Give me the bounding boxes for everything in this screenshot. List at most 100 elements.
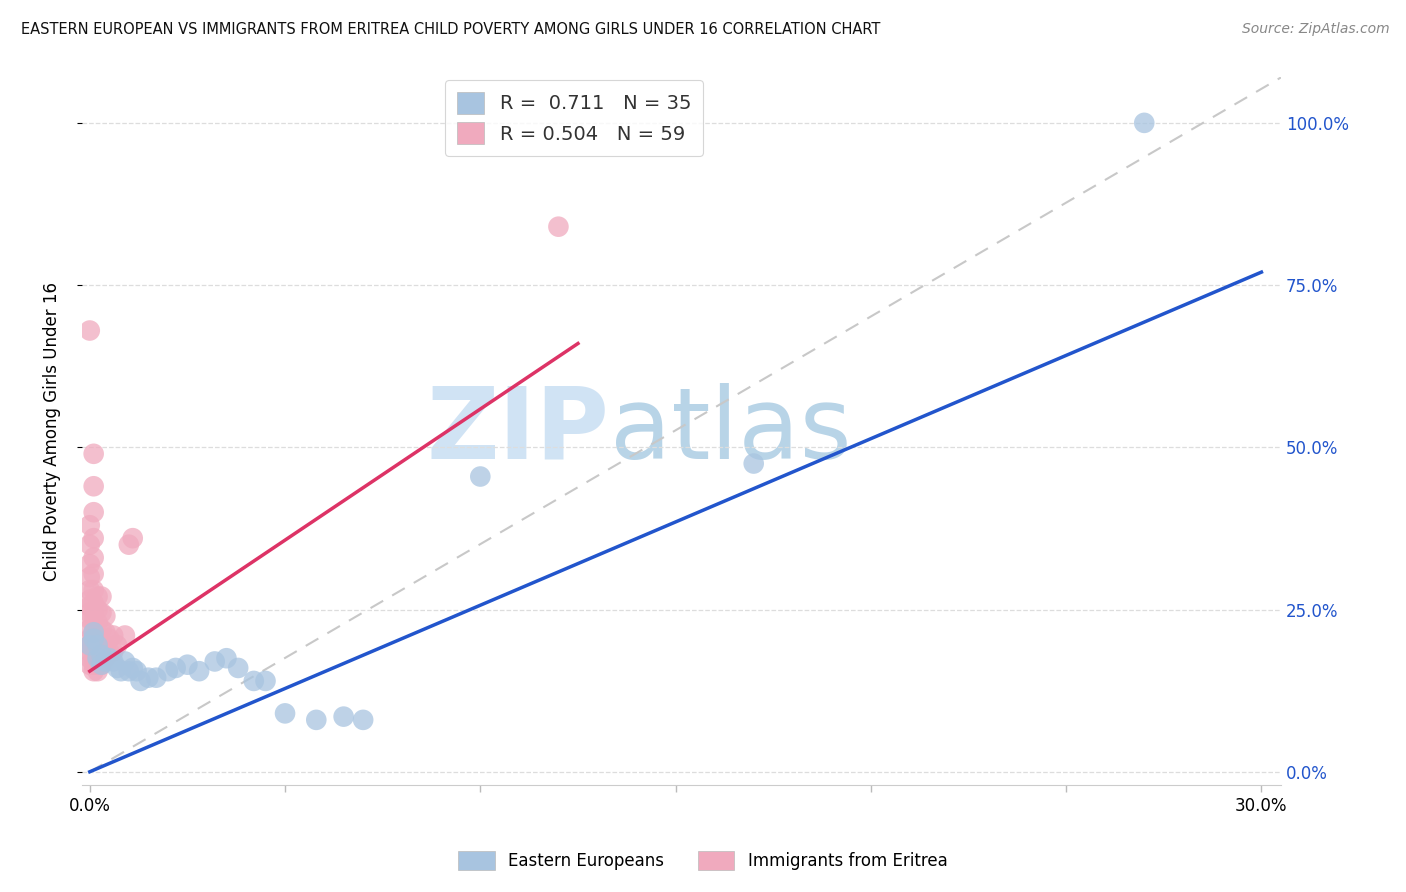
Point	[83, 447, 105, 461]
Point	[742, 457, 765, 471]
Point	[83, 664, 105, 678]
Point	[94, 625, 117, 640]
Point	[79, 606, 101, 620]
Point	[83, 632, 105, 646]
Point	[547, 219, 569, 234]
Point	[90, 606, 112, 620]
Point	[79, 638, 101, 652]
Point	[90, 648, 112, 662]
Point	[118, 538, 141, 552]
Point	[79, 538, 101, 552]
Point	[105, 638, 128, 652]
Point	[90, 635, 112, 649]
Point	[83, 531, 105, 545]
Point	[118, 664, 141, 678]
Point	[79, 632, 101, 646]
Text: ZIP: ZIP	[426, 383, 610, 480]
Point	[121, 531, 143, 545]
Point	[105, 661, 128, 675]
Point	[125, 664, 148, 678]
Point	[90, 622, 112, 636]
Point	[145, 671, 167, 685]
Point	[138, 671, 160, 685]
Point	[79, 638, 101, 652]
Point	[90, 648, 112, 662]
Text: atlas: atlas	[610, 383, 851, 480]
Point	[79, 657, 101, 672]
Legend: R =  0.711   N = 35, R = 0.504   N = 59: R = 0.711 N = 35, R = 0.504 N = 59	[446, 80, 703, 156]
Point	[165, 661, 187, 675]
Point	[103, 628, 125, 642]
Point	[90, 590, 112, 604]
Point	[83, 505, 105, 519]
Point	[79, 651, 101, 665]
Point	[83, 583, 105, 598]
Point	[94, 638, 117, 652]
Point	[83, 550, 105, 565]
Point	[86, 648, 108, 662]
Point	[94, 651, 117, 665]
Point	[83, 657, 105, 672]
Point	[94, 609, 117, 624]
Point	[83, 566, 105, 581]
Point	[83, 479, 105, 493]
Point	[79, 324, 101, 338]
Point	[79, 557, 101, 571]
Point	[79, 570, 101, 584]
Point	[83, 615, 105, 630]
Legend: Eastern Europeans, Immigrants from Eritrea: Eastern Europeans, Immigrants from Eritr…	[451, 844, 955, 877]
Point	[156, 664, 179, 678]
Point	[86, 657, 108, 672]
Point	[98, 645, 121, 659]
Point	[86, 664, 108, 678]
Point	[83, 651, 105, 665]
Point	[86, 602, 108, 616]
Point	[103, 645, 125, 659]
Point	[98, 651, 121, 665]
Point	[83, 632, 105, 646]
Point	[352, 713, 374, 727]
Point	[332, 709, 354, 723]
Point	[204, 655, 226, 669]
Point	[121, 661, 143, 675]
Text: Source: ZipAtlas.com: Source: ZipAtlas.com	[1241, 22, 1389, 37]
Point	[1133, 116, 1156, 130]
Point	[305, 713, 328, 727]
Point	[83, 596, 105, 610]
Point	[254, 673, 277, 688]
Point	[83, 641, 105, 656]
Point	[86, 628, 108, 642]
Point	[129, 673, 152, 688]
Point	[79, 612, 101, 626]
Point	[176, 657, 198, 672]
Point	[83, 625, 105, 640]
Point	[226, 661, 249, 675]
Point	[86, 638, 108, 652]
Point	[86, 651, 108, 665]
Point	[114, 655, 136, 669]
Point	[215, 651, 238, 665]
Point	[188, 664, 211, 678]
Y-axis label: Child Poverty Among Girls Under 16: Child Poverty Among Girls Under 16	[44, 282, 60, 581]
Point	[90, 657, 112, 672]
Point	[79, 592, 101, 607]
Point	[274, 706, 297, 721]
Point	[114, 628, 136, 642]
Point	[103, 655, 125, 669]
Point	[79, 622, 101, 636]
Point	[79, 583, 101, 598]
Point	[94, 655, 117, 669]
Point	[86, 590, 108, 604]
Point	[470, 469, 492, 483]
Point	[79, 599, 101, 614]
Point	[90, 657, 112, 672]
Point	[79, 645, 101, 659]
Point	[98, 632, 121, 646]
Point	[86, 615, 108, 630]
Point	[79, 518, 101, 533]
Point	[243, 673, 266, 688]
Text: EASTERN EUROPEAN VS IMMIGRANTS FROM ERITREA CHILD POVERTY AMONG GIRLS UNDER 16 C: EASTERN EUROPEAN VS IMMIGRANTS FROM ERIT…	[21, 22, 880, 37]
Point	[83, 606, 105, 620]
Point	[83, 625, 105, 640]
Point	[110, 664, 132, 678]
